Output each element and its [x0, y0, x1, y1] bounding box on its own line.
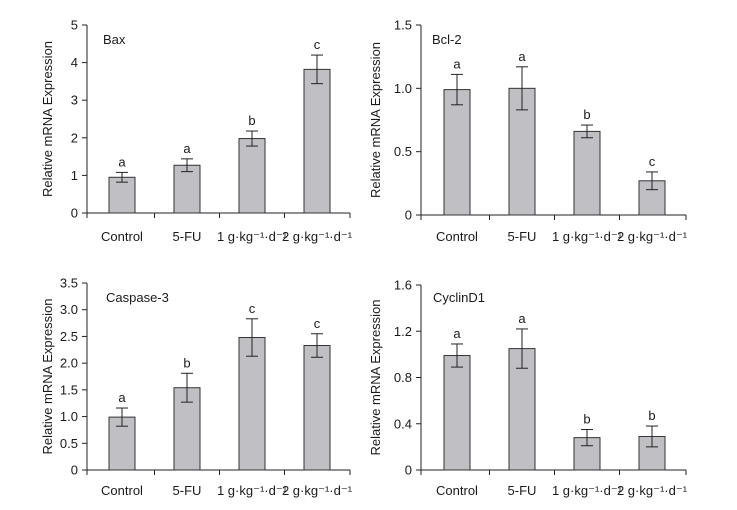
y-axis-label: Relative mRNA Expression: [40, 298, 55, 454]
significance-letter: a: [453, 56, 461, 71]
significance-letter: b: [648, 408, 655, 423]
panel-bax: 0 1 2 3 4 5 a Control a 5-FU b 1 g·kg⁻¹·d⁻¹ c 2 g·kg⁻…: [40, 18, 353, 245]
significance-letter: a: [453, 326, 461, 341]
significance-letter: c: [649, 154, 656, 169]
bar: [303, 345, 331, 471]
category-label: 1 g·kg⁻¹·d⁻¹: [217, 229, 288, 244]
category-label: 5-FU: [508, 229, 537, 244]
significance-letter: b: [248, 113, 255, 128]
y-axis-label: Relative mRNA Expression: [368, 42, 383, 198]
category-label: Control: [436, 483, 478, 498]
y-tick-label: 1.0: [60, 409, 78, 424]
panel-title: Bax: [103, 32, 126, 47]
y-tick-label: 0.5: [394, 144, 412, 159]
panel-bcl2: 0 0.5 1.0 1.5 a Control a 5-FU b 1 g·kg⁻¹·d⁻¹ c 2 g…: [368, 18, 688, 245]
y-tick-label: 3.5: [60, 276, 78, 291]
y-tick-label: 2.5: [60, 329, 78, 344]
category-label: Control: [101, 229, 143, 244]
y-tick-label: 0: [405, 463, 412, 478]
significance-letter: c: [249, 301, 256, 316]
panel-title: CyclinD1: [433, 290, 485, 305]
y-tick-label: 0.5: [60, 436, 78, 451]
y-tick-label: 1.0: [394, 81, 412, 96]
y-tick-label: 3.0: [60, 302, 78, 317]
bar: [238, 336, 266, 471]
significance-letter: b: [583, 412, 590, 427]
category-label: 2 g·kg⁻¹·d⁻¹: [282, 229, 353, 244]
y-tick-label: 1.5: [60, 382, 78, 397]
bar: [443, 355, 471, 471]
bar: [573, 130, 601, 216]
category-label: 5-FU: [508, 483, 537, 498]
category-label: 2 g·kg⁻¹·d⁻¹: [617, 229, 688, 244]
y-tick-label: 0: [71, 463, 78, 478]
y-tick-label: 1.5: [394, 18, 412, 33]
significance-letter: a: [118, 154, 126, 169]
category-label: Control: [436, 229, 478, 244]
y-axis-label: Relative mRNA Expression: [40, 41, 55, 197]
bar: [173, 164, 201, 214]
y-tick-label: 1.6: [394, 278, 412, 293]
significance-letter: a: [518, 311, 526, 326]
y-tick-label: 1: [71, 168, 78, 183]
y-tick-label: 1.2: [394, 324, 412, 339]
category-label: Control: [101, 483, 143, 498]
bar: [508, 348, 536, 471]
panel-title: Bcl-2: [432, 32, 462, 47]
y-tick-label: 5: [71, 18, 78, 33]
category-label: 5-FU: [173, 229, 202, 244]
y-tick-label: 0: [71, 206, 78, 221]
bar: [238, 138, 266, 214]
panel-cyclind1: 0 0.4 0.8 1.2 1.6 a Control a 5-FU b 1 g·kg⁻¹·d⁻¹ b…: [368, 278, 688, 499]
y-axis-label: Relative mRNA Expression: [368, 299, 383, 455]
category-label: 2 g·kg⁻¹·d⁻¹: [282, 483, 353, 498]
y-tick-label: 0.4: [394, 416, 412, 431]
significance-letter: c: [314, 316, 321, 331]
bar: [303, 68, 331, 214]
significance-letter: b: [583, 107, 590, 122]
y-tick-label: 3: [71, 93, 78, 108]
category-label: 2 g·kg⁻¹·d⁻¹: [617, 483, 688, 498]
y-tick-label: 0: [405, 208, 412, 223]
category-label: 1 g·kg⁻¹·d⁻¹: [552, 483, 623, 498]
y-tick-label: 4: [71, 55, 78, 70]
significance-letter: a: [518, 49, 526, 64]
panel-title: Caspase-3: [106, 290, 169, 305]
y-tick-label: 2.0: [60, 356, 78, 371]
significance-letter: a: [118, 390, 126, 405]
y-tick-label: 0.8: [394, 370, 412, 385]
panel-caspase3: 0 0.5 1.0 1.5 2.0 2.5 3.0 3.5 a Control b 5-FU c 1 g·…: [40, 276, 353, 499]
bar: [443, 89, 471, 216]
significance-letter: a: [183, 141, 191, 156]
category-label: 1 g·kg⁻¹·d⁻¹: [217, 483, 288, 498]
y-tick-label: 2: [71, 130, 78, 145]
category-label: 1 g·kg⁻¹·d⁻¹: [552, 229, 623, 244]
category-label: 5-FU: [173, 483, 202, 498]
significance-letter: b: [183, 355, 190, 370]
bar: [108, 176, 136, 214]
significance-letter: c: [314, 37, 321, 52]
